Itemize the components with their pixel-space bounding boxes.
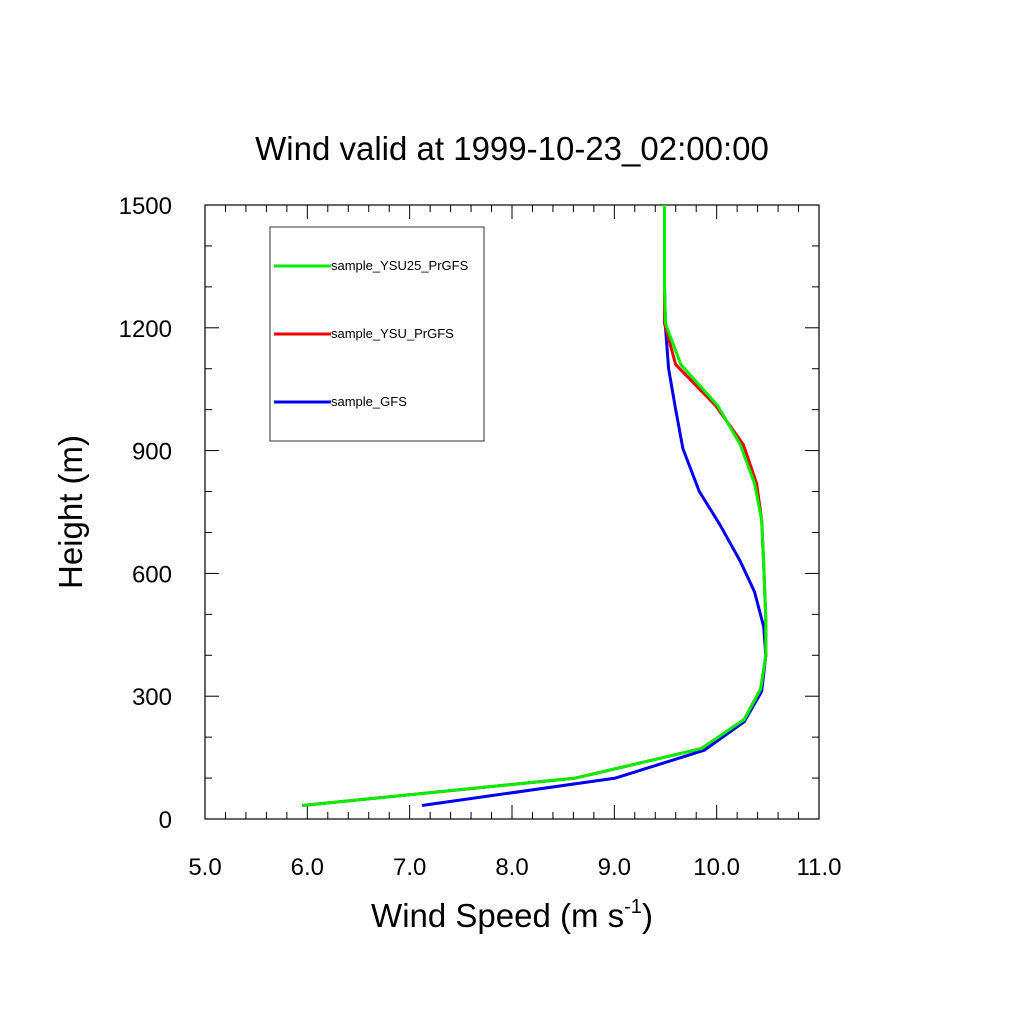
y-tick-label: 1200 <box>119 316 172 343</box>
y-tick-label: 300 <box>132 684 172 711</box>
y-tick-label: 600 <box>132 561 172 588</box>
axis-ticks: 5.0 6.0 7.0 8.0 9.0 10.0 11.0 0 300 600 900 1200 150… <box>119 193 842 881</box>
y-tick-label: 1500 <box>119 193 172 220</box>
y-axis-label: Height (m) <box>52 435 89 589</box>
legend-label: sample_YSU25_PrGFS <box>331 258 469 273</box>
plot-frame <box>204 204 820 820</box>
chart-title: Wind valid at 1999-10-23_02:00:00 <box>255 130 769 167</box>
x-tick-label: 7.0 <box>393 854 426 881</box>
legend: sample_YSU25_PrGFS sample_YSU_PrGFSsample… <box>269 226 485 442</box>
legend-label: sample_YSU_PrGFS <box>331 326 454 341</box>
x-axis-label-superscript: -1 <box>624 896 642 918</box>
x-axis-label: Wind Speed (m s-1) <box>371 896 653 934</box>
x-tick-label: 10.0 <box>693 854 740 881</box>
x-axis-label-main: Wind Speed (m s <box>371 897 624 934</box>
series-line <box>302 205 768 807</box>
legend-label: sample_GFS <box>331 394 407 409</box>
x-tick-label: 9.0 <box>598 854 631 881</box>
x-tick-label: 8.0 <box>495 854 528 881</box>
series-lines <box>302 205 768 807</box>
x-tick-label: 11.0 <box>797 854 842 881</box>
y-tick-label: 900 <box>132 439 172 466</box>
x-tick-label: 6.0 <box>291 854 324 881</box>
x-axis-label-end: ) <box>642 897 653 934</box>
x-tick-label: 5.0 <box>188 854 221 881</box>
y-tick-label: 0 <box>159 807 172 834</box>
